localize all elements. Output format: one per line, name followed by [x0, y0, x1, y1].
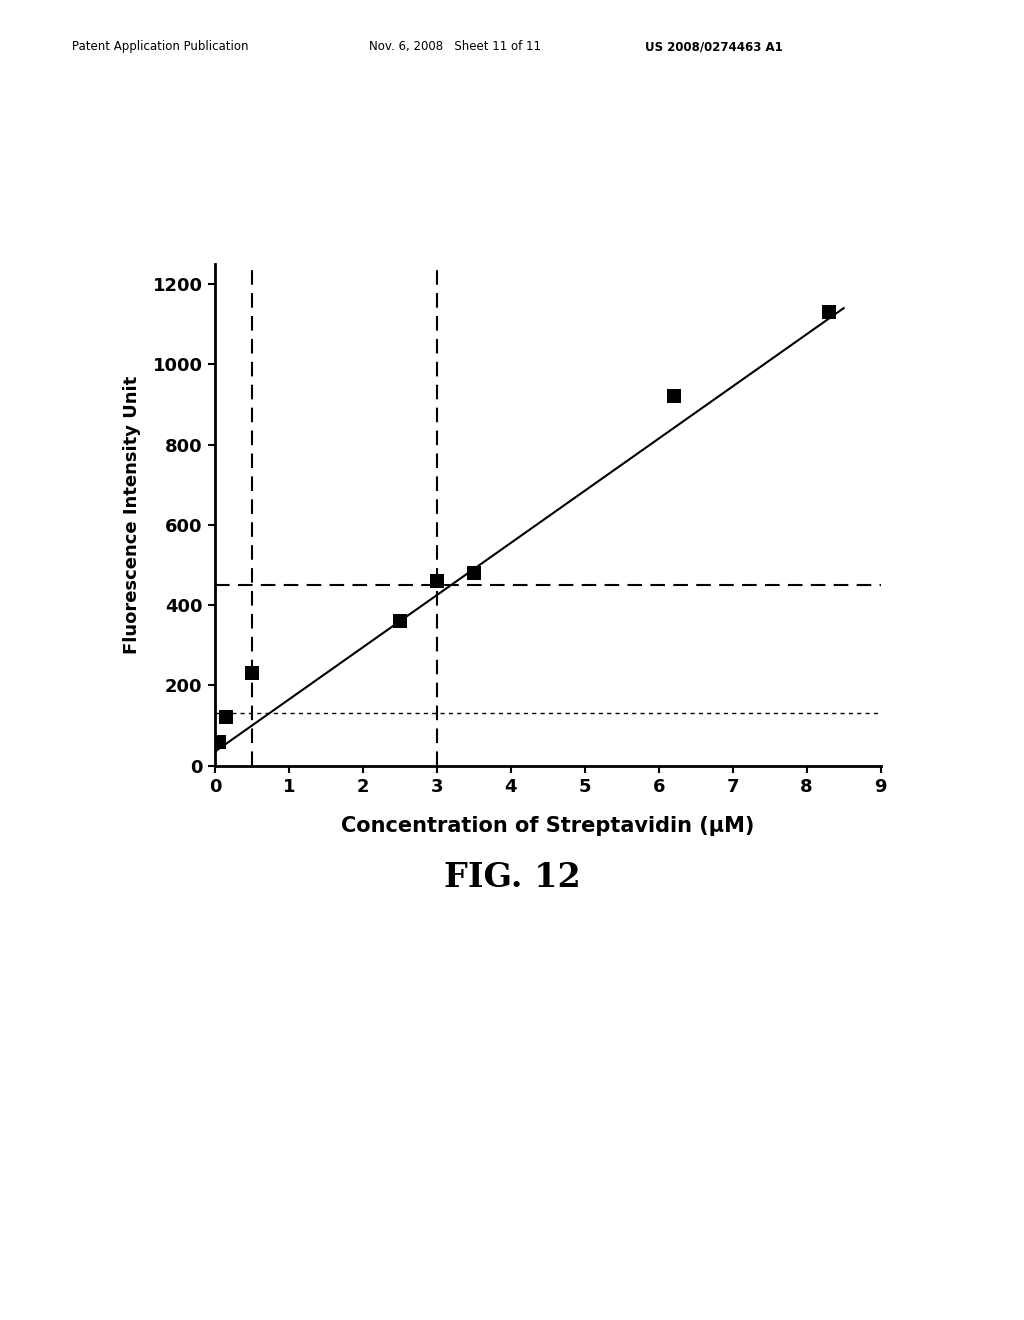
X-axis label: Concentration of Streptavidin (μM): Concentration of Streptavidin (μM): [341, 816, 755, 836]
Text: Nov. 6, 2008   Sheet 11 of 11: Nov. 6, 2008 Sheet 11 of 11: [369, 40, 541, 53]
Text: Patent Application Publication: Patent Application Publication: [72, 40, 248, 53]
Text: US 2008/0274463 A1: US 2008/0274463 A1: [645, 40, 783, 53]
Point: [466, 562, 482, 583]
Point: [211, 731, 227, 752]
Text: FIG. 12: FIG. 12: [443, 861, 581, 895]
Point: [429, 570, 445, 591]
Y-axis label: Fluorescence Intensity Unit: Fluorescence Intensity Unit: [124, 376, 141, 653]
Point: [666, 385, 682, 407]
Point: [392, 611, 409, 632]
Point: [820, 301, 837, 322]
Point: [218, 708, 234, 729]
Point: [244, 663, 260, 684]
